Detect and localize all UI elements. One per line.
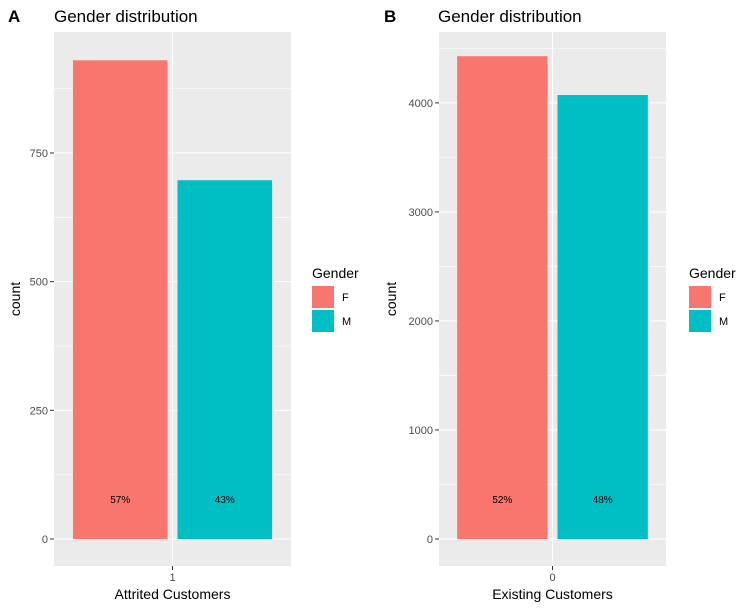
x-axis-title: Existing Customers: [492, 586, 613, 602]
legend-entry-label: M: [719, 316, 728, 328]
y-tick-label: 250: [30, 405, 48, 417]
y-tick-label: 500: [30, 277, 48, 289]
legend-key-f: [312, 286, 334, 308]
chart-title: Gender distribution: [54, 7, 198, 26]
bar-percent-label: 57%: [110, 495, 130, 506]
bar-percent-label: 43%: [215, 495, 235, 506]
legend-key-m: [312, 310, 334, 332]
chart-title: Gender distribution: [438, 7, 582, 26]
y-tick-label: 0: [42, 534, 48, 546]
bar-m: [177, 180, 273, 539]
bar-f: [457, 56, 548, 539]
y-tick-label: 1000: [409, 425, 433, 437]
x-tick-label: 0: [549, 572, 555, 584]
bar-f: [72, 60, 168, 540]
y-axis-title: count: [7, 282, 23, 316]
y-tick-label: 2000: [409, 316, 433, 328]
x-axis-title: Attrited Customers: [115, 586, 231, 602]
legend-entry-label: F: [342, 292, 349, 304]
legend-key-f: [689, 286, 711, 308]
y-tick-label: 0: [427, 534, 433, 546]
legend-title: Gender: [689, 265, 736, 281]
legend-title: Gender: [312, 265, 359, 281]
legend-entry-label: M: [342, 316, 351, 328]
legend-key-m: [689, 310, 711, 332]
panel-tag: B: [384, 7, 396, 26]
y-tick-label: 3000: [409, 207, 433, 219]
bar-percent-label: 52%: [492, 495, 512, 506]
legend-entry-label: F: [719, 292, 726, 304]
y-axis-title: count: [383, 282, 399, 316]
bar-m: [557, 95, 648, 540]
x-tick-label: 1: [169, 572, 175, 584]
y-tick-label: 4000: [409, 98, 433, 110]
bar-percent-label: 48%: [593, 495, 613, 506]
panel-tag: A: [8, 7, 20, 26]
y-tick-label: 750: [30, 148, 48, 160]
